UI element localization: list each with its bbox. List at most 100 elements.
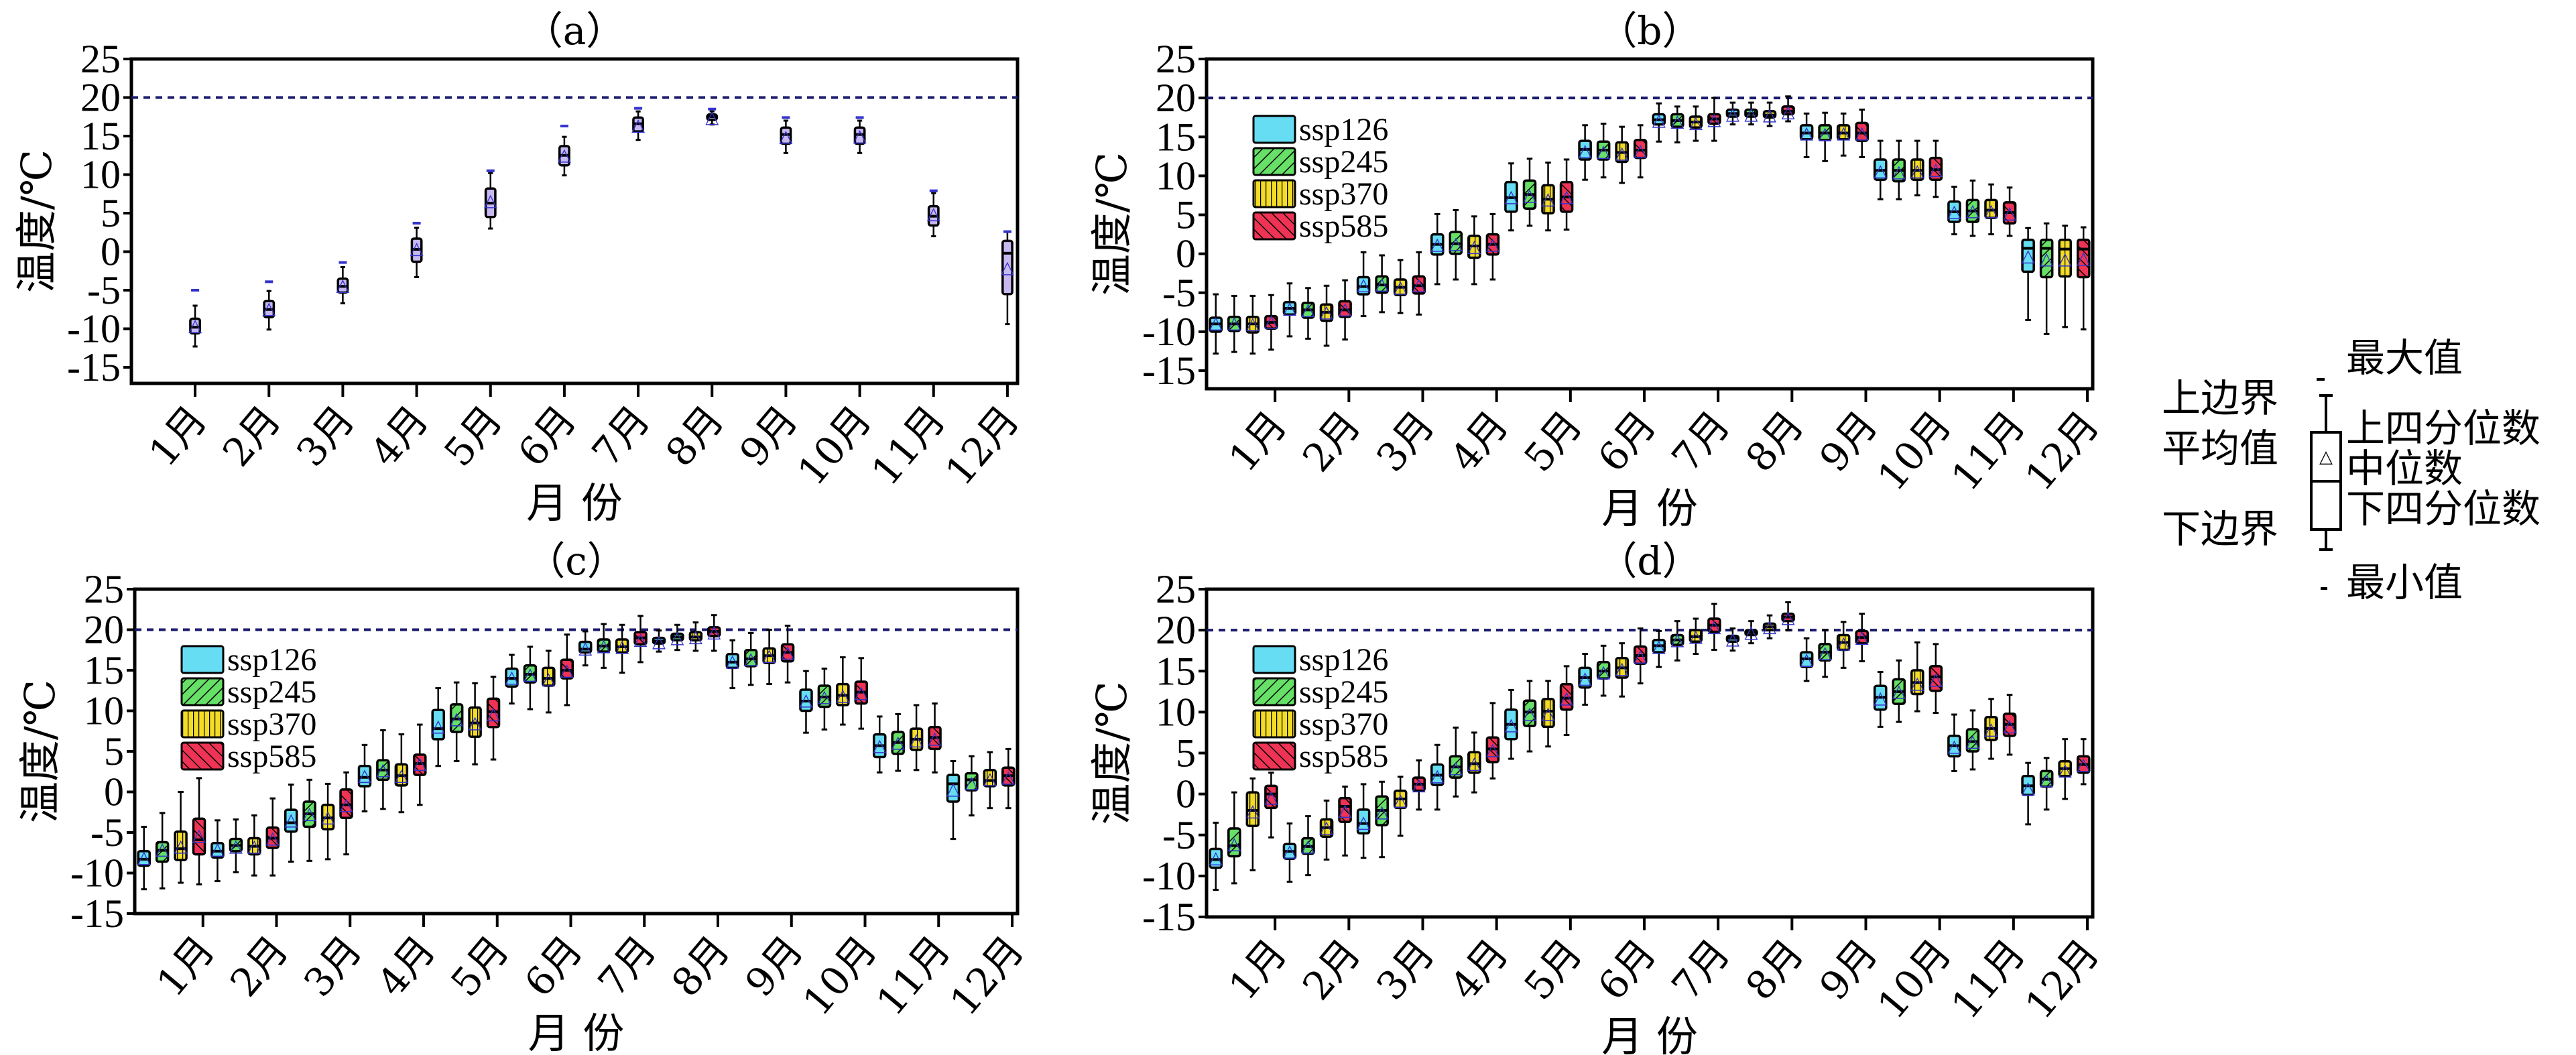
mean-marker: △ (1819, 123, 1832, 143)
box-ssp370-5月: △ (468, 682, 482, 765)
box-body (542, 666, 556, 687)
mean-marker: △ (689, 627, 702, 646)
legend-swatch-ssp126 (180, 645, 225, 674)
mean-marker: △ (137, 847, 151, 867)
x-tick-label: 1月 (1220, 930, 1296, 1008)
mean-marker: △ (1966, 201, 1979, 221)
mean-marker: △ (1652, 111, 1666, 130)
box-ssp126-11月: △ (872, 715, 887, 773)
label-median: 中位数 (2346, 446, 2463, 491)
mean-marker: △ (2059, 249, 2072, 269)
box-历史-9月: △ (779, 116, 792, 154)
box-ssp585-5月: △ (486, 676, 501, 761)
box-历史-10月: △ (853, 116, 867, 154)
box-ssp126-6月: △ (505, 654, 519, 705)
box-ssp126-5月: △ (1504, 688, 1518, 760)
mean-marker: △ (946, 780, 960, 799)
box-ssp245-7月: △ (1670, 620, 1684, 662)
box-ssp245-6月: △ (1596, 644, 1611, 697)
box-ssp245-1月: △ (155, 812, 170, 889)
mean-marker: △ (634, 629, 648, 649)
box-ssp245-4月: △ (376, 729, 390, 810)
x-tick-label: 12月 (2016, 930, 2108, 1028)
mean-marker: △ (1837, 633, 1850, 652)
mean-marker: △ (336, 275, 349, 295)
mean-marker: △ (1947, 202, 1961, 221)
y-tick-label: 5 (101, 191, 121, 235)
legend-swatch-ssp585 (1252, 211, 1296, 241)
x-tick-label: 11月 (863, 397, 955, 494)
y-tick-label: 10 (1156, 690, 1196, 734)
box-ssp245-2月: △ (229, 818, 243, 873)
plot-frame (1205, 57, 2095, 391)
box-ssp245-7月: △ (1670, 105, 1684, 143)
mean-marker: △ (1652, 636, 1666, 656)
box-ssp370-12月: △ (2058, 738, 2072, 800)
mean-marker: △ (1855, 627, 1869, 647)
y-tick-label: 25 (1156, 37, 1196, 81)
box-ssp126-12月: △ (946, 760, 961, 841)
box-ssp245-1月: △ (1227, 791, 1241, 885)
mean-marker: △ (1394, 790, 1407, 810)
box-body (284, 808, 298, 833)
mean-marker: △ (558, 145, 571, 165)
box-ssp370-5月: △ (1541, 680, 1555, 748)
mean-marker: △ (836, 685, 849, 704)
mean-marker: △ (670, 627, 684, 647)
x-tick-label: 2月 (1294, 930, 1369, 1008)
box-ssp245-11月: △ (1965, 179, 1980, 237)
box-ssp370-4月: △ (394, 733, 409, 814)
box-ssp126-12月: △ (2021, 761, 2035, 826)
mean-marker: △ (210, 839, 224, 859)
box-历史-6月: △ (558, 125, 571, 177)
box-ssp585-11月: △ (2002, 694, 2017, 756)
box-ssp245-4月: △ (1449, 209, 1463, 281)
box-ssp585-2月: △ (1338, 279, 1352, 340)
panel-title: （c） (526, 538, 625, 584)
panel-title: （b） (1598, 8, 1701, 54)
mean-marker: △ (1301, 836, 1314, 856)
mean-marker: △ (1744, 104, 1758, 123)
box-body (1541, 698, 1555, 729)
box-body (983, 769, 997, 788)
x-tick-label: 3月 (288, 397, 363, 475)
box-ssp245-11月: △ (891, 712, 905, 772)
mean-marker: △ (1597, 141, 1610, 161)
mean-marker: △ (156, 839, 169, 859)
mean-marker: △ (484, 190, 497, 210)
box-ssp245-11月: △ (1965, 709, 1980, 771)
mean-marker: △ (469, 712, 482, 732)
x-tick-label: 3月 (1367, 402, 1443, 480)
x-axis-label: 月 份 (528, 1009, 625, 1055)
x-tick-label: 5月 (442, 927, 517, 1005)
box-ssp245-6月: △ (523, 645, 538, 710)
box-ssp370-2月: △ (1319, 284, 1334, 347)
box-ssp126-2月: △ (1282, 282, 1297, 338)
box-ssp126-5月: △ (1504, 162, 1518, 232)
x-tick-label: 5月 (1515, 930, 1591, 1008)
box-ssp585-6月: △ (1633, 124, 1648, 179)
mean-marker: △ (631, 115, 645, 135)
box-ssp370-9月: △ (1836, 112, 1851, 157)
mean-marker: △ (524, 664, 537, 684)
x-axis-label: 月 份 (526, 479, 623, 528)
mean-marker: △ (927, 204, 940, 223)
box-ssp126-12月: △ (2021, 227, 2035, 321)
box-ssp370-4月: △ (1467, 215, 1481, 286)
label-min: 最小值 (2346, 560, 2463, 605)
mean-marker: △ (1560, 688, 1573, 707)
legend-label-ssp585: ssp585 (227, 739, 316, 774)
box-ssp370-1月: △ (1245, 294, 1260, 355)
box-body (174, 830, 188, 861)
box-ssp585-7月: △ (633, 615, 648, 664)
mean-marker: △ (1763, 617, 1776, 636)
mean-marker: △ (2077, 248, 2090, 267)
box-ssp245-9月: △ (743, 631, 758, 686)
mean-marker: △ (1634, 141, 1647, 160)
box-body (946, 773, 961, 803)
mean-marker: △ (542, 669, 555, 688)
box-body (1227, 827, 1241, 858)
mean-marker: △ (1560, 187, 1573, 206)
label-max: 最大值 (2346, 335, 2463, 381)
